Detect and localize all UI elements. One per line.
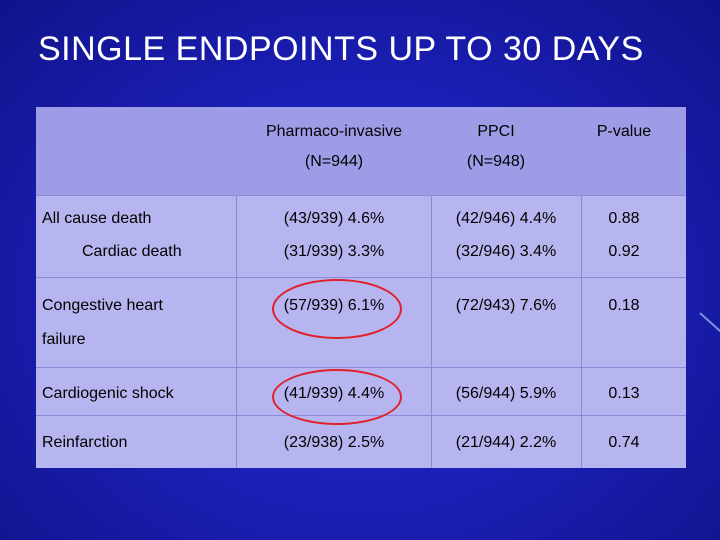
- row-label-failure: failure: [42, 331, 86, 348]
- cell-p-cardiac-death: 0.92: [608, 243, 640, 260]
- column-divider: [581, 195, 582, 468]
- cell-pi-reinfarction: (23/938) 2.5%: [283, 434, 385, 451]
- highlight-circle: [272, 369, 402, 425]
- highlight-circle: [272, 279, 402, 339]
- row-label-congestive-heart: Congestive heart: [42, 297, 163, 314]
- cell-p-congestive-heart-failure: 0.18: [608, 297, 640, 314]
- header-pharmaco-invasive: Pharmaco-invasive: [265, 123, 403, 140]
- slide-title: SINGLE ENDPOINTS UP TO 30 DAYS: [38, 30, 644, 68]
- endpoints-table: Pharmaco-invasive (N=944) PPCI (N=948) P…: [36, 107, 686, 468]
- cell-ppci-cardiogenic-shock: (56/944) 5.9%: [455, 385, 557, 402]
- row-label-cardiogenic-shock: Cardiogenic shock: [42, 385, 174, 402]
- column-divider: [236, 195, 237, 468]
- header-ppci-n: (N=948): [466, 153, 526, 170]
- row-label-all-cause-death: All cause death: [42, 210, 152, 227]
- cell-pi-all-cause-death: (43/939) 4.6%: [283, 210, 385, 227]
- cell-pi-cardiac-death: (31/939) 3.3%: [283, 243, 385, 260]
- cell-ppci-reinfarction: (21/944) 2.2%: [455, 434, 557, 451]
- decorative-line: [699, 312, 720, 341]
- cell-p-reinfarction: 0.74: [608, 434, 640, 451]
- header-pharmaco-invasive-n: (N=944): [304, 153, 364, 170]
- row-label-reinfarction: Reinfarction: [42, 434, 128, 451]
- cell-p-cardiogenic-shock: 0.13: [608, 385, 640, 402]
- cell-ppci-cardiac-death: (32/946) 3.4%: [455, 243, 557, 260]
- table-header: [36, 107, 686, 196]
- row-label-cardiac-death: Cardiac death: [82, 243, 182, 260]
- column-divider: [431, 195, 432, 468]
- cell-p-all-cause-death: 0.88: [608, 210, 640, 227]
- cell-ppci-all-cause-death: (42/946) 4.4%: [455, 210, 557, 227]
- header-ppci: PPCI: [477, 123, 515, 140]
- cell-ppci-congestive-heart-failure: (72/943) 7.6%: [455, 297, 557, 314]
- header-p-value: P-value: [596, 123, 652, 140]
- row-divider: [36, 367, 686, 368]
- row-divider: [36, 277, 686, 278]
